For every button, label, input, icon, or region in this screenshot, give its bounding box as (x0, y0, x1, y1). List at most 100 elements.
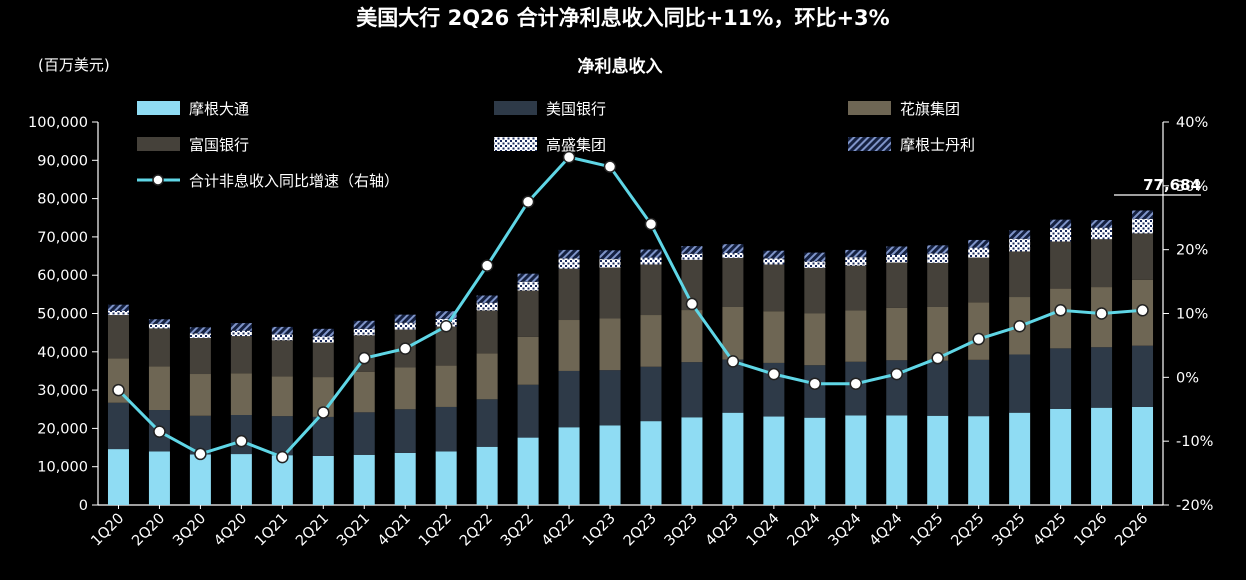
left-tick-label: 100,000 (28, 115, 88, 131)
bar-segment-ms (435, 311, 457, 319)
left-axis-ticks: 0 10,000 20,000 30,000 40,000 50,000 60,000 70,… (28, 115, 98, 514)
bar-segment-jpm (599, 425, 621, 505)
yoy-line-point (972, 332, 985, 346)
bar-segment-citi (271, 376, 293, 417)
legend-item-bac: 美国银行 (494, 100, 606, 118)
bar-segment-gs (558, 258, 580, 269)
bar-segment-ms (1132, 210, 1154, 219)
yoy-line-point (562, 150, 576, 164)
bar-segment-citi (230, 373, 252, 415)
bar-segment-wfc (312, 342, 334, 378)
bar-segment-bac (271, 416, 293, 456)
bar-segment-citi (476, 353, 498, 400)
x-tick-label: 1Q22 (416, 511, 455, 550)
left-tick-label: 20,000 (37, 421, 88, 437)
bar-segment-citi (763, 311, 785, 363)
bar-segment-gs (189, 333, 211, 339)
yoy-line-point (480, 259, 494, 272)
right-tick-label: -10% (1176, 434, 1213, 450)
bar-segment-gs (394, 322, 416, 330)
x-tick-label: 2Q20 (129, 511, 168, 550)
bar-segment-citi (353, 371, 375, 413)
yoy-line-point (849, 377, 863, 390)
bar-segment-gs (230, 330, 252, 337)
bar-segment-bac (476, 399, 498, 447)
bar-segment-wfc (640, 264, 662, 316)
yoy-line-point (603, 160, 617, 173)
yoy-line-path (117, 155, 1143, 459)
yoy-line-point (276, 450, 289, 464)
right-tick-label: 30% (1176, 179, 1208, 195)
bar-segment-bac (927, 360, 949, 416)
bar-segment-ms (968, 239, 990, 248)
bar-segment-gs (1050, 228, 1072, 242)
bar-segment-ms (763, 250, 785, 259)
x-tick-label: 2Q25 (949, 511, 988, 550)
x-tick-label: 2Q22 (457, 511, 496, 550)
bar-segment-wfc (271, 340, 293, 377)
x-tick-label: 4Q25 (1030, 511, 1069, 550)
bar-segment-ms (681, 246, 703, 254)
stacked-bars (107, 210, 1154, 505)
yoy-line-point (1054, 304, 1067, 317)
bar-segment-citi (517, 336, 539, 385)
bar-segment-wfc (845, 265, 867, 311)
bar-segment-jpm (1091, 407, 1113, 505)
bar-segment-jpm (312, 455, 334, 505)
x-tick-label: 1Q23 (580, 511, 619, 550)
bar-segment-gs (927, 253, 949, 263)
legend-item-jpm: 摩根大通 (137, 100, 249, 118)
bar-segment-ms (599, 250, 621, 260)
x-tick-label: 1Q21 (252, 511, 291, 550)
bar-segment-citi (394, 367, 416, 410)
bar-segment-gs (148, 323, 170, 329)
bar-segment-ms (640, 249, 662, 258)
left-tick-label: 60,000 (37, 268, 88, 284)
bar-segment-jpm (845, 415, 867, 505)
x-tick-label: 4Q23 (703, 511, 742, 550)
left-tick-label: 10,000 (37, 460, 88, 476)
yoy-line-point (808, 377, 822, 390)
bar-segment-bac (681, 362, 703, 418)
legend-label-ms: 摩根士丹利 (900, 136, 975, 154)
yoy-line-point (358, 351, 371, 365)
legend-label-citi: 花旗集团 (900, 100, 960, 118)
left-tick-label: 30,000 (37, 383, 88, 399)
bar-segment-jpm (1009, 412, 1031, 505)
bar-segment-ms (230, 323, 252, 331)
bar-segment-gs (107, 310, 129, 316)
bar-segment-wfc (804, 267, 826, 314)
x-tick-label: 3Q24 (826, 511, 865, 550)
bar-segment-ms (476, 295, 498, 303)
bar-segment-gs (722, 252, 744, 258)
yoy-line-point (194, 447, 207, 461)
bar-segment-ms (722, 244, 744, 253)
bar-segment-citi (1050, 288, 1072, 349)
bar-segment-gs (763, 258, 785, 265)
bar-segment-ms (107, 304, 129, 311)
bar-segment-citi (722, 306, 744, 360)
bar-segment-ms (1050, 219, 1072, 229)
bar-segment-wfc (558, 268, 580, 321)
yoy-line-point (439, 320, 453, 333)
bar-segment-bac (599, 370, 621, 426)
x-tick-label: 3Q20 (170, 511, 209, 550)
x-tick-label: 1Q24 (744, 511, 783, 550)
bar-segment-gs (1091, 227, 1113, 240)
bar-segment-bac (1091, 347, 1113, 408)
bar-segment-gs (353, 328, 375, 336)
bar-segment-wfc (107, 315, 129, 359)
bar-segment-bac (804, 365, 826, 418)
yoy-line-point (931, 351, 944, 365)
bar-segment-jpm (927, 415, 949, 505)
legend-item-ms: 摩根士丹利 (848, 136, 975, 154)
bar-segment-ms (312, 328, 334, 337)
bar-segment-citi (927, 306, 949, 361)
bar-segment-gs (312, 336, 334, 343)
bar-segment-jpm (476, 446, 498, 505)
bar-segment-bac (968, 359, 990, 417)
bar-segment-wfc (886, 262, 908, 308)
bar-segment-jpm (517, 437, 539, 505)
bar-segment-citi (148, 366, 170, 411)
